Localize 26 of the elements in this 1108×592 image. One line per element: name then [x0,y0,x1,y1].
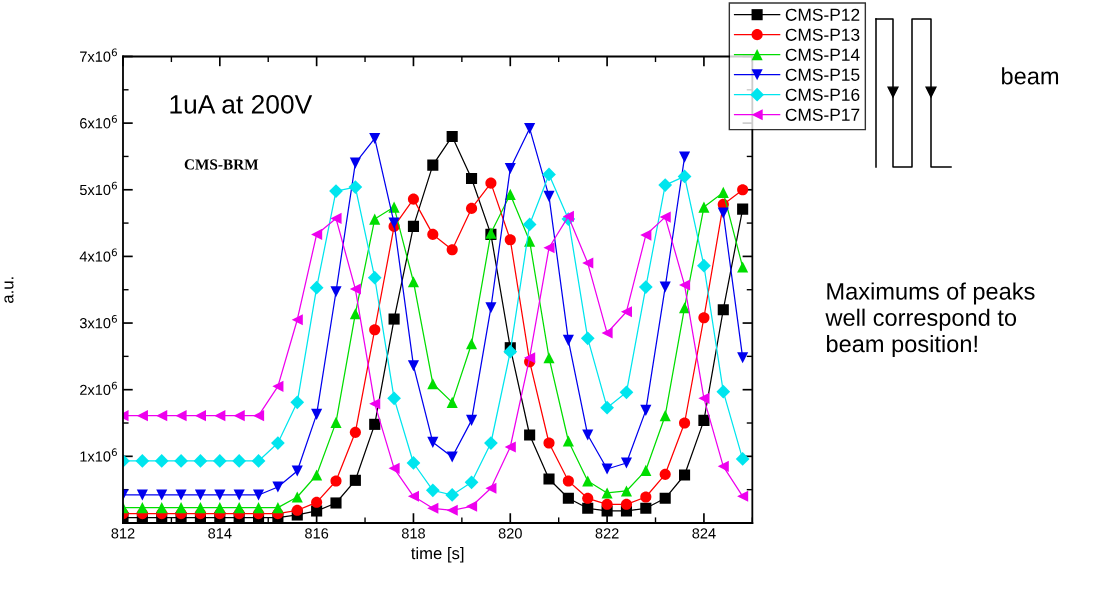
legend-label: CMS-P13 [785,28,860,41]
legend-label: CMS-P14 [785,48,860,61]
y-tick-label: 7x10$^{6}$ [80,48,117,62]
legend-label: CMS-P12 [785,8,860,21]
y-tick-label: 4x10$^{6}$ [79,248,117,262]
annotation: 1uA at 200V [170,94,313,114]
y-tick-label: 1x10$^{6}$ [80,448,117,462]
x-tick-label: 820 [498,528,522,539]
x-axis-title: time [s] [411,546,464,563]
x-tick-label: 812 [111,528,135,539]
legend-label: CMS-P15 [785,68,860,81]
annotation: CMS-BRM [184,159,259,170]
text: Maximums of peaks well correspond to beam position! [825,282,1035,357]
y-tick-label: 2x10$^{6}$ [80,381,117,395]
x-tick-label: 818 [401,528,425,539]
x-tick-label: 824 [692,528,716,539]
x-tick-label: 814 [208,528,232,539]
legend-label: CMS-P16 [785,88,860,101]
y-tick-label: 3x10$^{6}$ [79,315,117,329]
x-tick-label: 822 [595,528,619,539]
text: beam [1002,67,1059,85]
y-axis-title: a.u. [4,277,14,303]
legend-label: CMS-P17 [785,108,860,121]
y-tick-label: 6x10$^{6}$ [80,115,117,129]
x-tick-label: 816 [305,528,329,539]
y-tick-label: 5x10$^{6}$ [79,181,117,196]
